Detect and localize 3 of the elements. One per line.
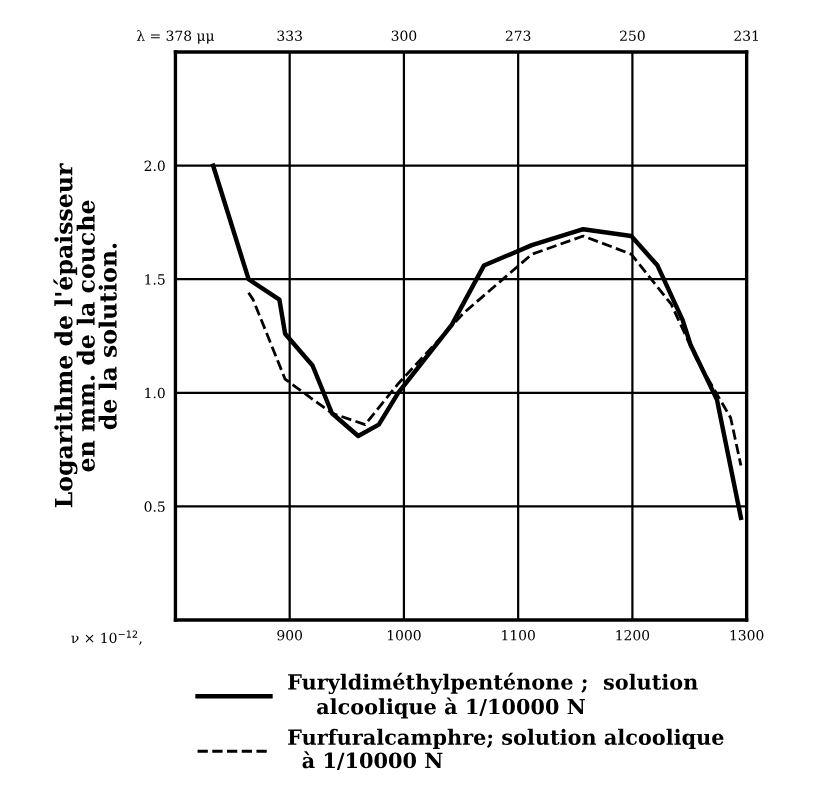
legend-label: Furfuralcamphre; solution alcoolique à 1/10000 N <box>288 728 724 770</box>
y-axis-title: Logarithme de l'épaisseur en mm. de la couche de la solution. <box>53 163 117 508</box>
legend-label: Furyldiméthylpenténone ; solution alcoolique à 1/10000 N <box>288 672 698 719</box>
